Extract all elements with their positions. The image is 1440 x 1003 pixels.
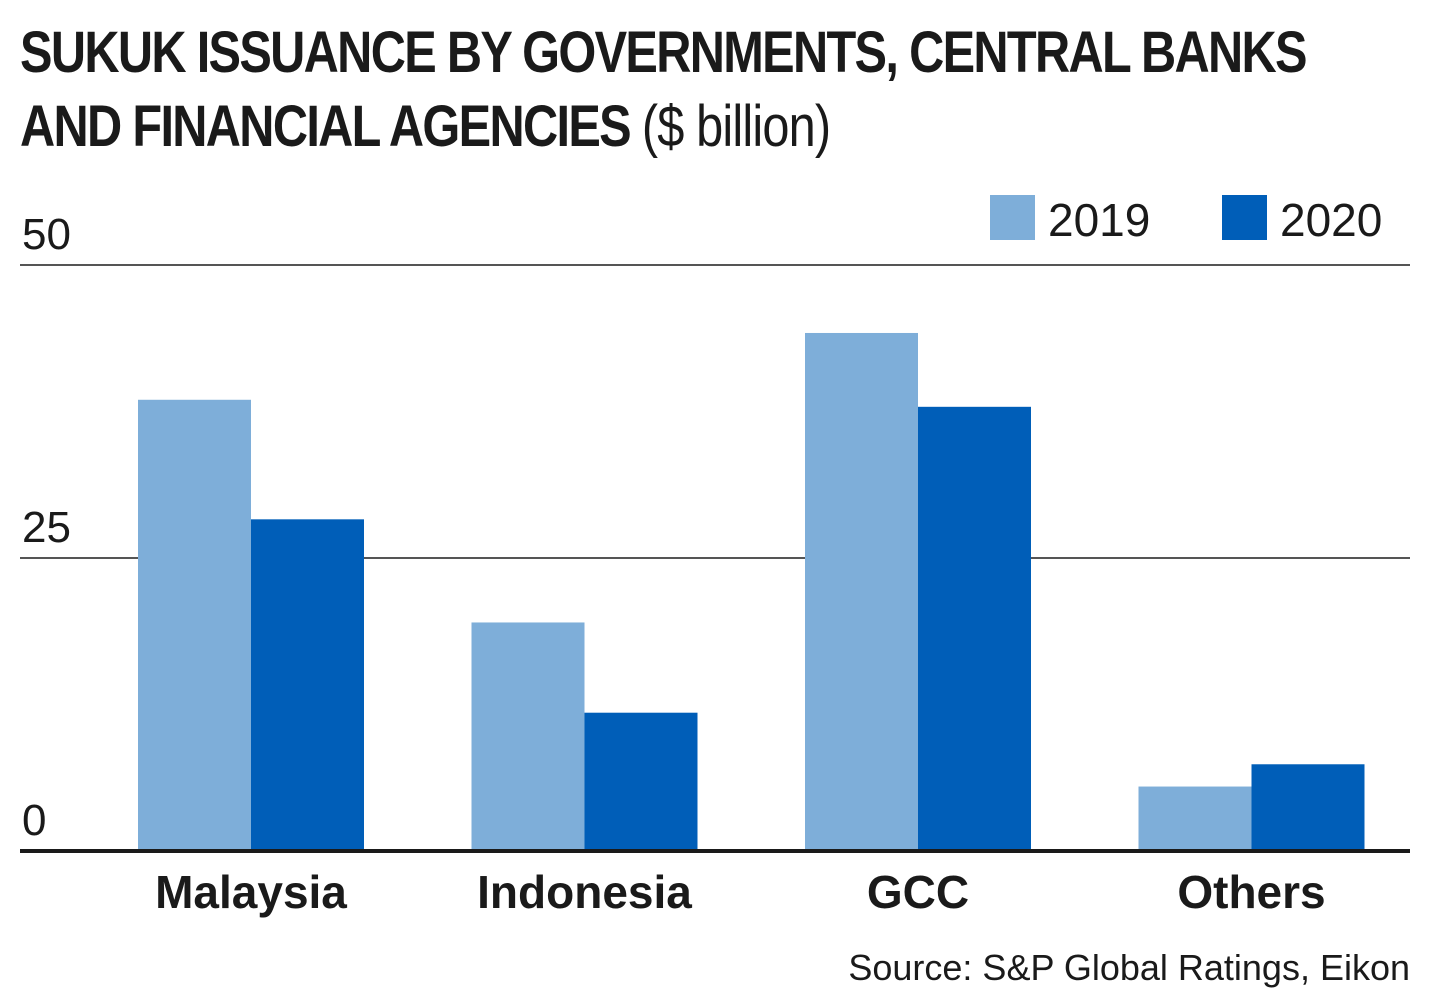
- legend-label-2019: 2019: [1048, 194, 1150, 246]
- x-category-labels: Malaysia Indonesia GCC Others: [155, 866, 1326, 918]
- y-tick-labels: 0 25 50: [22, 210, 71, 845]
- bar-2020-gcc: [918, 406, 1031, 851]
- source-note: Source: S&P Global Ratings, Eikon: [848, 947, 1410, 988]
- bar-2019-others: [1138, 786, 1252, 851]
- legend-label-2020: 2020: [1280, 194, 1382, 246]
- bar-2019-indonesia: [471, 622, 585, 851]
- bar-2020-malaysia: [251, 519, 364, 851]
- y-tick-label: 0: [22, 796, 46, 845]
- bar-2019-malaysia: [138, 399, 251, 851]
- title-line-2-text: AND FINANCIAL AGENCIES: [20, 94, 632, 159]
- title-line-2: AND FINANCIAL AGENCIES ($ billion): [20, 90, 1196, 164]
- x-category-label: Malaysia: [155, 866, 347, 918]
- y-tick-label: 25: [22, 503, 71, 552]
- bars: [138, 332, 1365, 851]
- y-tick-label: 50: [22, 210, 71, 259]
- x-category-label: GCC: [867, 866, 969, 918]
- x-category-label: Indonesia: [477, 866, 692, 918]
- x-category-label: Others: [1177, 866, 1325, 918]
- chart-title: SUKUK ISSUANCE BY GOVERNMENTS, CENTRAL B…: [20, 16, 1308, 164]
- bar-2019-gcc: [805, 332, 918, 851]
- legend-swatch-2020: [1222, 195, 1267, 240]
- title-line-1: SUKUK ISSUANCE BY GOVERNMENTS, CENTRAL B…: [20, 20, 1308, 85]
- bar-2020-others: [1251, 764, 1365, 851]
- legend-swatch-2019: [990, 195, 1035, 240]
- title-unit: ($ billion): [641, 94, 831, 159]
- legend: 2019 2020: [990, 194, 1382, 246]
- bar-2020-indonesia: [584, 712, 698, 851]
